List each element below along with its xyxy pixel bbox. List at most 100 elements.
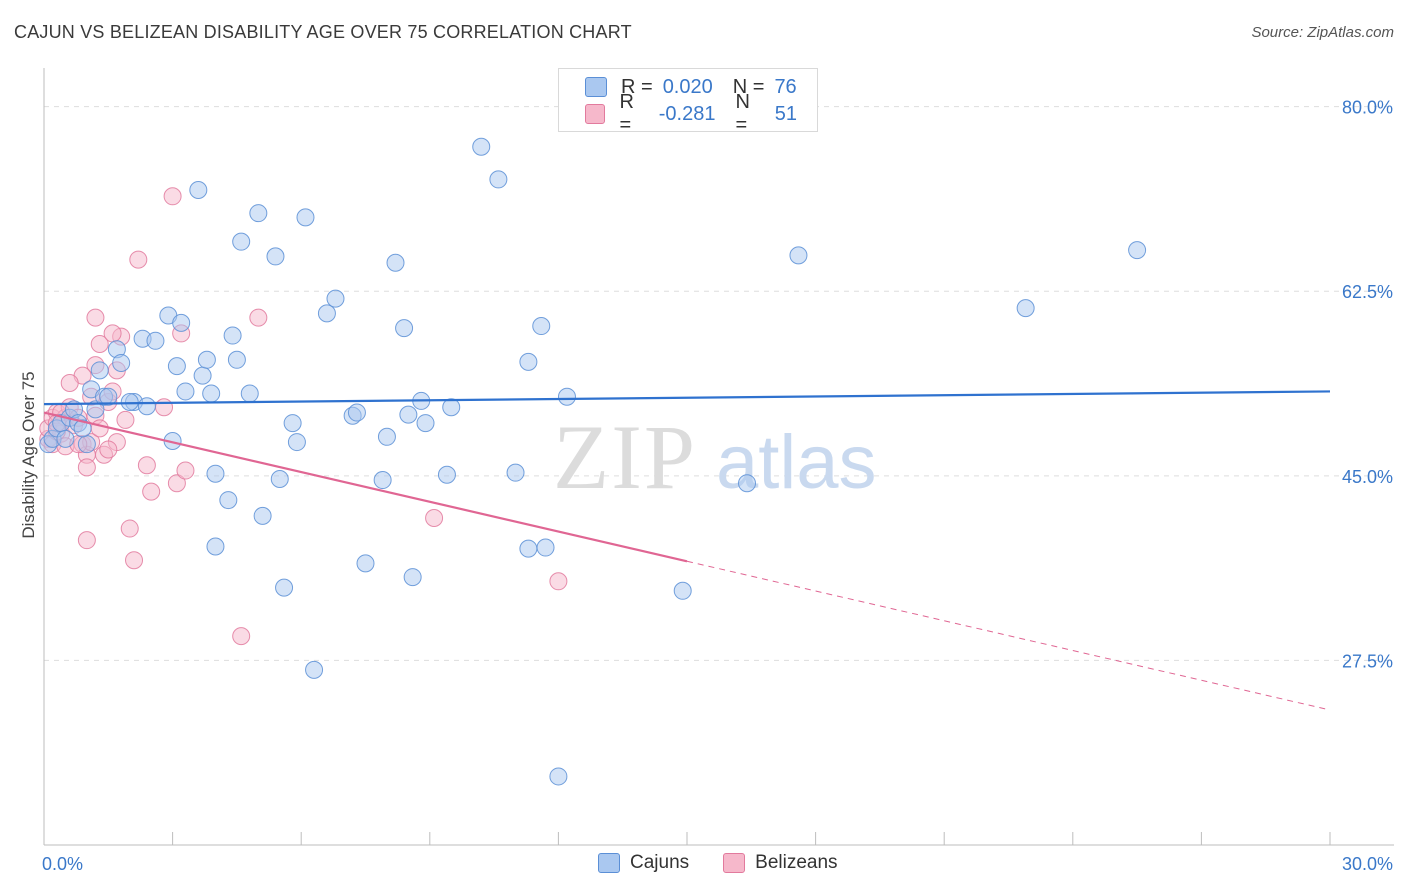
belizean-point: [99, 440, 118, 459]
legend-r-value: -0.281: [658, 102, 716, 125]
cajun-point: [287, 433, 306, 452]
cajun-point: [189, 180, 208, 199]
cajun-point: [86, 400, 105, 419]
belizean-point: [167, 474, 186, 493]
cajun-point: [305, 660, 324, 679]
cajun-point: [506, 463, 525, 482]
belizean-point: [86, 308, 105, 327]
belizean-point: [125, 551, 144, 570]
legend-item-cajuns[interactable]: Cajuns: [598, 852, 689, 874]
belizean-point: [90, 334, 109, 353]
cajun-point: [120, 392, 139, 411]
legend-n-value: 76: [774, 75, 797, 98]
grid-lines: [44, 106, 1394, 661]
belizean-point: [249, 308, 268, 327]
cajun-point: [90, 361, 109, 380]
cajun-point: [416, 414, 435, 433]
belizean-point: [155, 398, 174, 417]
cajun-point: [1128, 241, 1147, 260]
cajun-point: [206, 464, 225, 483]
cajun-point: [176, 382, 195, 401]
cajun-point: [296, 208, 315, 227]
y-tick-label: 80.0%: [1342, 98, 1393, 118]
cajun-point: [223, 326, 242, 345]
belizean-point: [77, 458, 96, 477]
cajuns-points: [39, 137, 1147, 786]
belizean-point: [163, 187, 182, 206]
belizean-point: [142, 482, 161, 501]
cajun-point: [56, 429, 75, 448]
belizean-point: [77, 531, 96, 550]
cajun-point: [536, 538, 555, 557]
cajun-point: [283, 414, 302, 433]
trend-lines: [43, 390, 1331, 711]
cajun-point: [249, 204, 268, 223]
cajun-point: [738, 474, 757, 493]
legend-r-value: 0.020: [662, 75, 713, 98]
y-axis-label: Disability Age Over 75: [19, 371, 38, 538]
x-tick-label-min: 0.0%: [42, 854, 83, 874]
belizean-point: [425, 509, 444, 528]
cajun-point: [266, 247, 285, 266]
cajun-point: [489, 170, 508, 189]
legend-swatch-belizeans: [723, 853, 746, 873]
cajun-point: [206, 537, 225, 556]
cajun-point: [532, 317, 551, 336]
cajun-point: [146, 331, 165, 350]
cajun-point: [317, 304, 336, 323]
watermark-zip: ZIP: [553, 406, 697, 508]
cajun-point: [172, 313, 191, 332]
cajun-point: [442, 398, 461, 417]
cajun-point: [227, 350, 246, 369]
cajun-point: [386, 253, 405, 272]
y-tick-label: 62.5%: [1342, 282, 1393, 302]
cajun-point: [1016, 299, 1035, 318]
cajun-point: [253, 506, 272, 525]
belizean-point: [116, 410, 135, 429]
series-legend: Cajuns Belizeans: [598, 852, 872, 874]
cajun-point: [356, 554, 375, 573]
cajun-point: [549, 767, 568, 786]
chart-source: Source: ZipAtlas.com: [1251, 24, 1394, 41]
cajun-point: [519, 539, 538, 558]
cajun-point: [437, 465, 456, 484]
cajun-point: [167, 357, 186, 376]
legend-n-value: 51: [774, 102, 798, 125]
belizeans-trend-extension: [686, 560, 1331, 711]
belizean-point: [120, 519, 139, 538]
cajun-point: [202, 384, 221, 403]
legend-row-belizeans: R = -0.281 N = 51: [585, 91, 817, 136]
cajun-point: [270, 469, 289, 488]
y-tick-labels: 80.0% 62.5% 45.0% 27.5%: [1342, 98, 1393, 672]
cajun-point: [377, 427, 396, 446]
belizean-point: [90, 419, 109, 438]
legend-n-label: N =: [735, 91, 750, 136]
legend-swatch-cajuns: [598, 853, 620, 873]
legend-r-label: R =: [621, 75, 653, 98]
belizeans-points: [39, 187, 568, 646]
stats-legend: R = 0.020 N = 76 R = -0.281 N = 51: [558, 68, 818, 136]
cajun-point: [347, 403, 366, 422]
legend-swatch-belizeans: [585, 104, 606, 124]
chart-title: CAJUN VS BELIZEAN DISABILITY AGE OVER 75…: [14, 22, 632, 42]
belizean-point: [103, 324, 122, 343]
cajun-point: [673, 581, 692, 600]
y-tick-label: 45.0%: [1342, 467, 1393, 487]
belizean-point: [232, 627, 251, 646]
belizean-point: [129, 250, 148, 269]
legend-label-belizeans: Belizeans: [755, 852, 838, 873]
cajun-point: [219, 491, 238, 510]
cajun-point: [193, 366, 212, 385]
cajun-point: [519, 352, 538, 371]
cajun-point: [789, 246, 808, 265]
belizeans-trend-line: [43, 411, 688, 563]
cajun-point: [373, 471, 392, 490]
cajun-point: [240, 384, 259, 403]
cajun-point: [399, 405, 418, 424]
belizean-point: [176, 461, 195, 480]
legend-item-belizeans[interactable]: Belizeans: [723, 852, 838, 874]
y-tick-label: 27.5%: [1342, 651, 1393, 671]
watermark-atlas: atlas: [716, 420, 877, 505]
belizean-point: [137, 456, 156, 475]
